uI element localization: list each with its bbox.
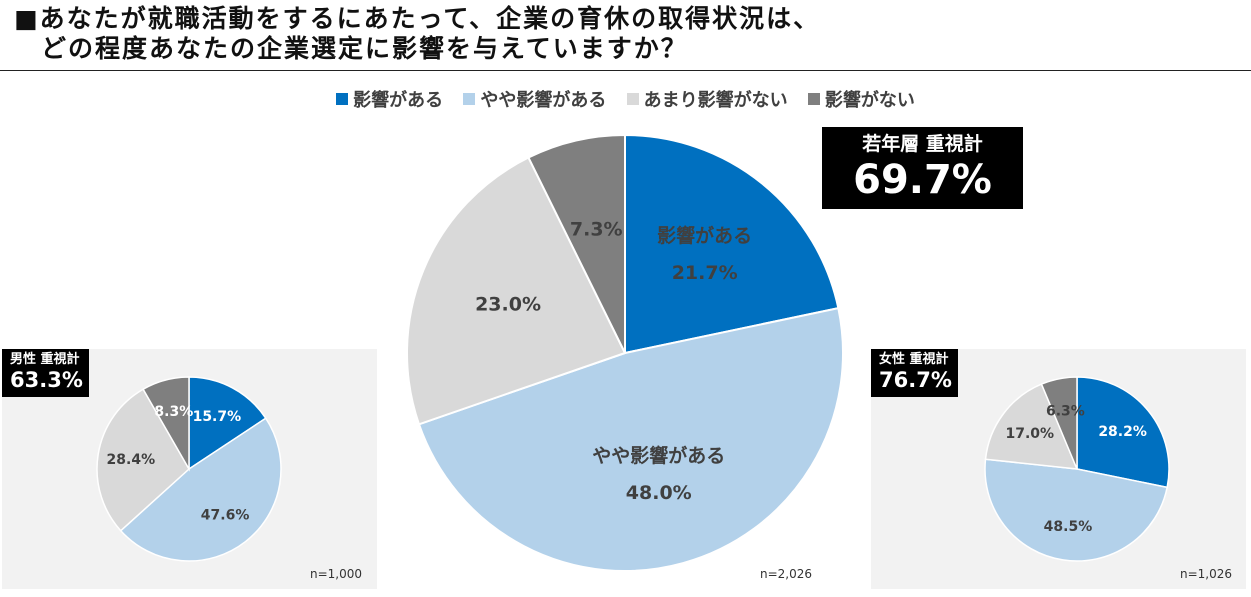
main-pie-slice-little	[406, 156, 627, 426]
legend-label: あまり影響がない	[643, 90, 788, 111]
male-total-value: 63.3%	[10, 368, 83, 392]
main-pie-category-label-some: やや影響がある	[592, 444, 725, 467]
main-pie-data-label-little: 23.0%	[475, 293, 541, 315]
title-line-2: どの程度あなたの企業選定に影響を与えていますか？	[14, 34, 688, 63]
female-pie-data-label-strong: 28.2%	[1098, 424, 1147, 440]
male-pie-data-label-some: 47.6%	[201, 508, 250, 524]
male-pie-data-label-little: 28.4%	[107, 452, 156, 468]
chart-legend: 影響がある やや影響がある あまり影響がない 影響がない	[0, 86, 1251, 112]
title-line-1: ■あなたが就職活動をするにあたって、企業の育休の取得状況は、	[14, 4, 821, 33]
legend-label: やや影響がある	[480, 90, 607, 111]
legend-item: 影響がない	[807, 86, 915, 112]
female-pie-slice-none	[1040, 376, 1078, 470]
male-pie-data-label-none: 8.3%	[154, 404, 193, 420]
female-total-badge: 女性 重視計 76.7%	[871, 349, 958, 397]
legend-item: 影響がある	[336, 86, 443, 112]
female-pie-data-label-some: 48.5%	[1044, 519, 1093, 535]
page-title: ■あなたが就職活動をするにあたって、企業の育休の取得状況は、 どの程度あなたの企…	[14, 4, 820, 64]
main-pie-slice-some	[417, 306, 844, 572]
male-pie-slice-some	[119, 417, 282, 562]
legend-item: あまり影響がない	[626, 86, 788, 112]
female-pie-slice-little	[984, 383, 1079, 470]
female-pie-slice-strong	[1076, 376, 1170, 489]
main-pie-data-label-strong: 21.7%	[672, 262, 738, 284]
legend-label: 影響がある	[353, 90, 444, 111]
male-total-badge: 男性 重視計 63.3%	[2, 349, 89, 397]
female-total-label: 女性 重視計	[879, 352, 949, 367]
male-sample-size: n=1,000	[310, 567, 363, 581]
main-pie-slice-none	[527, 133, 626, 354]
male-pie-data-label-strong: 15.7%	[193, 409, 242, 425]
male-pie-slice-none	[142, 376, 190, 472]
main-total-value: 69.7%	[853, 157, 992, 203]
title-divider	[0, 70, 1251, 71]
female-pie-data-label-little: 17.0%	[1006, 426, 1055, 442]
main-pie-data-label-none: 7.3%	[570, 218, 623, 240]
legend-item: やや影響がある	[463, 86, 606, 112]
main-pie-slice-strong	[624, 133, 840, 355]
legend-label: 影響がない	[824, 90, 915, 111]
female-pie-data-label-none: 6.3%	[1046, 403, 1085, 419]
main-total-label: 若年層 重視計	[862, 133, 983, 155]
female-sample-size: n=1,026	[1180, 567, 1233, 581]
main-pie-category-label-strong: 影響がある	[657, 224, 752, 247]
legend-swatch	[626, 93, 639, 105]
female-total-value: 76.7%	[879, 368, 952, 392]
male-pie-slice-little	[96, 388, 190, 532]
female-pie-slice-some	[984, 458, 1169, 562]
legend-swatch	[336, 93, 349, 105]
main-pie-data-label-some: 48.0%	[626, 482, 692, 504]
main-sample-size: n=2,026	[760, 567, 813, 581]
legend-swatch	[463, 93, 476, 105]
legend-swatch	[807, 93, 820, 105]
main-total-badge: 若年層 重視計 69.7%	[822, 127, 1023, 209]
male-pie-slice-strong	[188, 376, 267, 471]
male-total-label: 男性 重視計	[10, 352, 80, 367]
